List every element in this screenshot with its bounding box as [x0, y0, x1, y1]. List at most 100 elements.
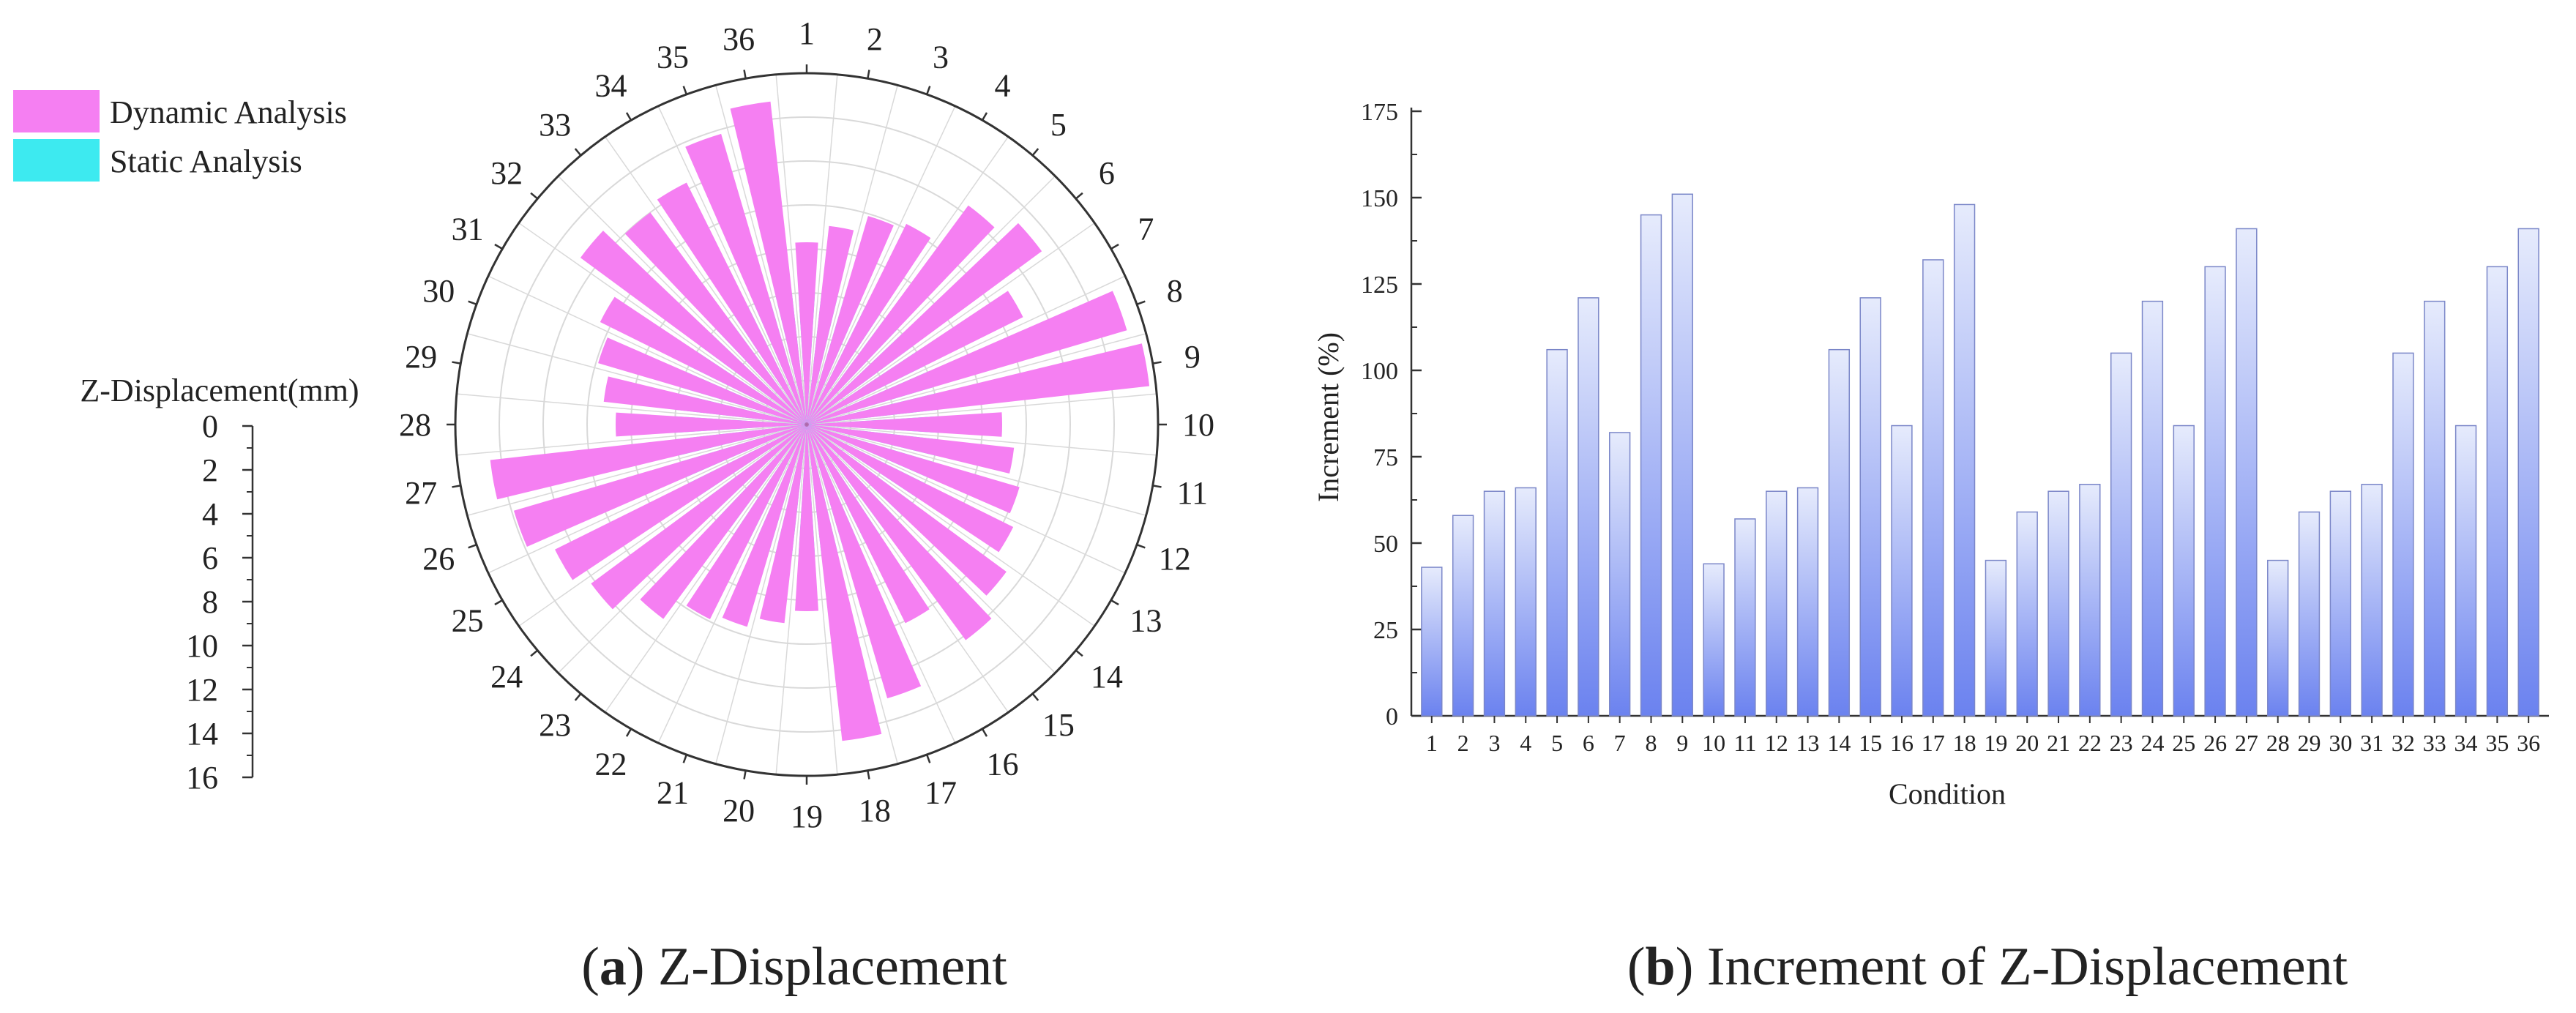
polar-tick	[682, 86, 688, 95]
x-tick-label: 1	[1426, 730, 1438, 756]
x-tick-label: 29	[2298, 730, 2321, 756]
x-tick-label: 36	[2517, 730, 2540, 756]
polar-spoke	[806, 176, 1056, 425]
bar-condition-35	[2486, 266, 2509, 717]
x-tick-label: 32	[2392, 730, 2415, 756]
bar-condition-30	[2329, 490, 2351, 717]
dynamic-bar-6	[807, 223, 1042, 425]
bar-condition-12	[1766, 490, 1788, 717]
x-tick-label: 6	[1583, 730, 1594, 756]
polar-spoke	[657, 424, 807, 744]
polar-spoke	[775, 74, 807, 425]
x-tick-label: 26	[2203, 730, 2227, 756]
bar-condition-19	[1985, 559, 2007, 717]
bar-condition-27	[2236, 228, 2258, 717]
radial-scale-tick-label: 6	[202, 540, 218, 576]
polar-tick	[494, 599, 503, 606]
polar-spoke	[605, 136, 807, 425]
x-tick-label: 3	[1488, 730, 1500, 756]
polar-spoke	[806, 424, 956, 744]
polar-tick	[925, 86, 931, 95]
x-tick-label: 25	[2172, 730, 2195, 756]
dynamic-bar-14	[807, 425, 1007, 596]
dynamic-bar-3	[807, 216, 894, 425]
x-tick-label: 4	[1520, 730, 1531, 756]
legend-dynamic-swatch	[13, 90, 100, 132]
bar-condition-34	[2454, 425, 2477, 717]
dynamic-bar-24	[591, 425, 807, 610]
polar-label-32: 32	[490, 155, 523, 191]
dynamic-bar-32	[580, 231, 807, 425]
y-tick-label: 100	[1361, 358, 1398, 385]
polar-label-6: 6	[1099, 155, 1115, 191]
polar-tick	[1075, 649, 1083, 657]
dynamic-bar-21	[722, 425, 807, 627]
radial-scale: Z-Displacement(mm) 0 2 4 6 8 10 12 14 16	[80, 373, 359, 796]
polar-tick	[1075, 192, 1083, 200]
bar-condition-16	[1891, 425, 1913, 717]
bar-marks: 1 2 3 4 5 6 7 8 9 10 11 12 13 14 15 16 17 18 19 20 21 22 23 24 2…	[1421, 193, 2540, 756]
dynamic-bar-7	[807, 291, 1023, 425]
x-tick-label: 9	[1676, 730, 1688, 756]
dynamic-bar-5	[807, 205, 995, 425]
bar-condition-3	[1483, 490, 1506, 717]
x-tick-label: 5	[1551, 730, 1563, 756]
bar-condition-13	[1796, 487, 1819, 717]
bar-condition-28	[2267, 559, 2289, 717]
x-tick-label: 2	[1457, 730, 1469, 756]
bar-condition-7	[1609, 432, 1631, 717]
polar-label-35: 35	[657, 39, 689, 75]
polar-label-13: 13	[1130, 603, 1162, 639]
polar-label-3: 3	[933, 39, 949, 75]
dynamic-bar-12	[807, 425, 1020, 514]
polar-label-19: 19	[791, 799, 823, 834]
polar-label-24: 24	[490, 659, 523, 695]
polar-label-7: 7	[1138, 212, 1154, 247]
caption-b: (b) Increment of Z-Displacement	[1627, 937, 2348, 997]
dynamic-bar-1	[795, 242, 818, 425]
x-tick-label: 7	[1614, 730, 1626, 756]
radial-scale-tick-label: 8	[202, 584, 218, 620]
x-tick-label: 35	[2485, 730, 2509, 756]
radial-scale-tick-label: 14	[186, 716, 218, 752]
polar-label-20: 20	[723, 793, 755, 829]
polar-tick	[743, 770, 747, 780]
polar-label-2: 2	[867, 21, 883, 57]
polar-tick	[682, 754, 688, 763]
polar-label-18: 18	[859, 793, 891, 829]
radial-scale-tick-label: 16	[186, 760, 218, 796]
legend: Dynamic Analysis Static Analysis	[13, 90, 347, 182]
polar-spoke	[806, 424, 1146, 516]
y-tick-label: 25	[1373, 617, 1398, 644]
x-tick-label: 28	[2266, 730, 2290, 756]
polar-tick	[574, 692, 582, 701]
polar-label-26: 26	[422, 541, 455, 577]
polar-tick	[468, 300, 477, 306]
dynamic-bar-20	[759, 425, 807, 624]
polar-spoke	[806, 424, 1095, 627]
radial-axis-title: Z-Displacement(mm)	[80, 373, 359, 408]
x-tick-label: 17	[1922, 730, 1945, 756]
dynamic-bar-33	[624, 212, 807, 425]
dynamic-bar-11	[807, 425, 1015, 474]
x-tick-label: 22	[2078, 730, 2102, 756]
polar-label-21: 21	[657, 775, 689, 811]
x-tick-label: 18	[1953, 730, 1976, 756]
dynamic-bar-30	[598, 337, 807, 425]
x-tick-label: 14	[1827, 730, 1851, 756]
polar-label-5: 5	[1050, 107, 1067, 143]
polar-tick	[1152, 485, 1162, 488]
radial-scale-tick-label: 2	[202, 452, 218, 488]
polar-tick	[743, 70, 747, 79]
dynamic-bar-19	[794, 425, 819, 611]
x-tick-label: 30	[2329, 730, 2352, 756]
polar-label-15: 15	[1042, 707, 1075, 743]
polar-label-16: 16	[987, 746, 1019, 782]
y-tick-label: 50	[1373, 531, 1398, 558]
polar-tick	[1136, 543, 1146, 549]
polar-tick	[981, 112, 988, 121]
bar-condition-5	[1546, 348, 1568, 717]
polar-spoke	[456, 393, 807, 425]
